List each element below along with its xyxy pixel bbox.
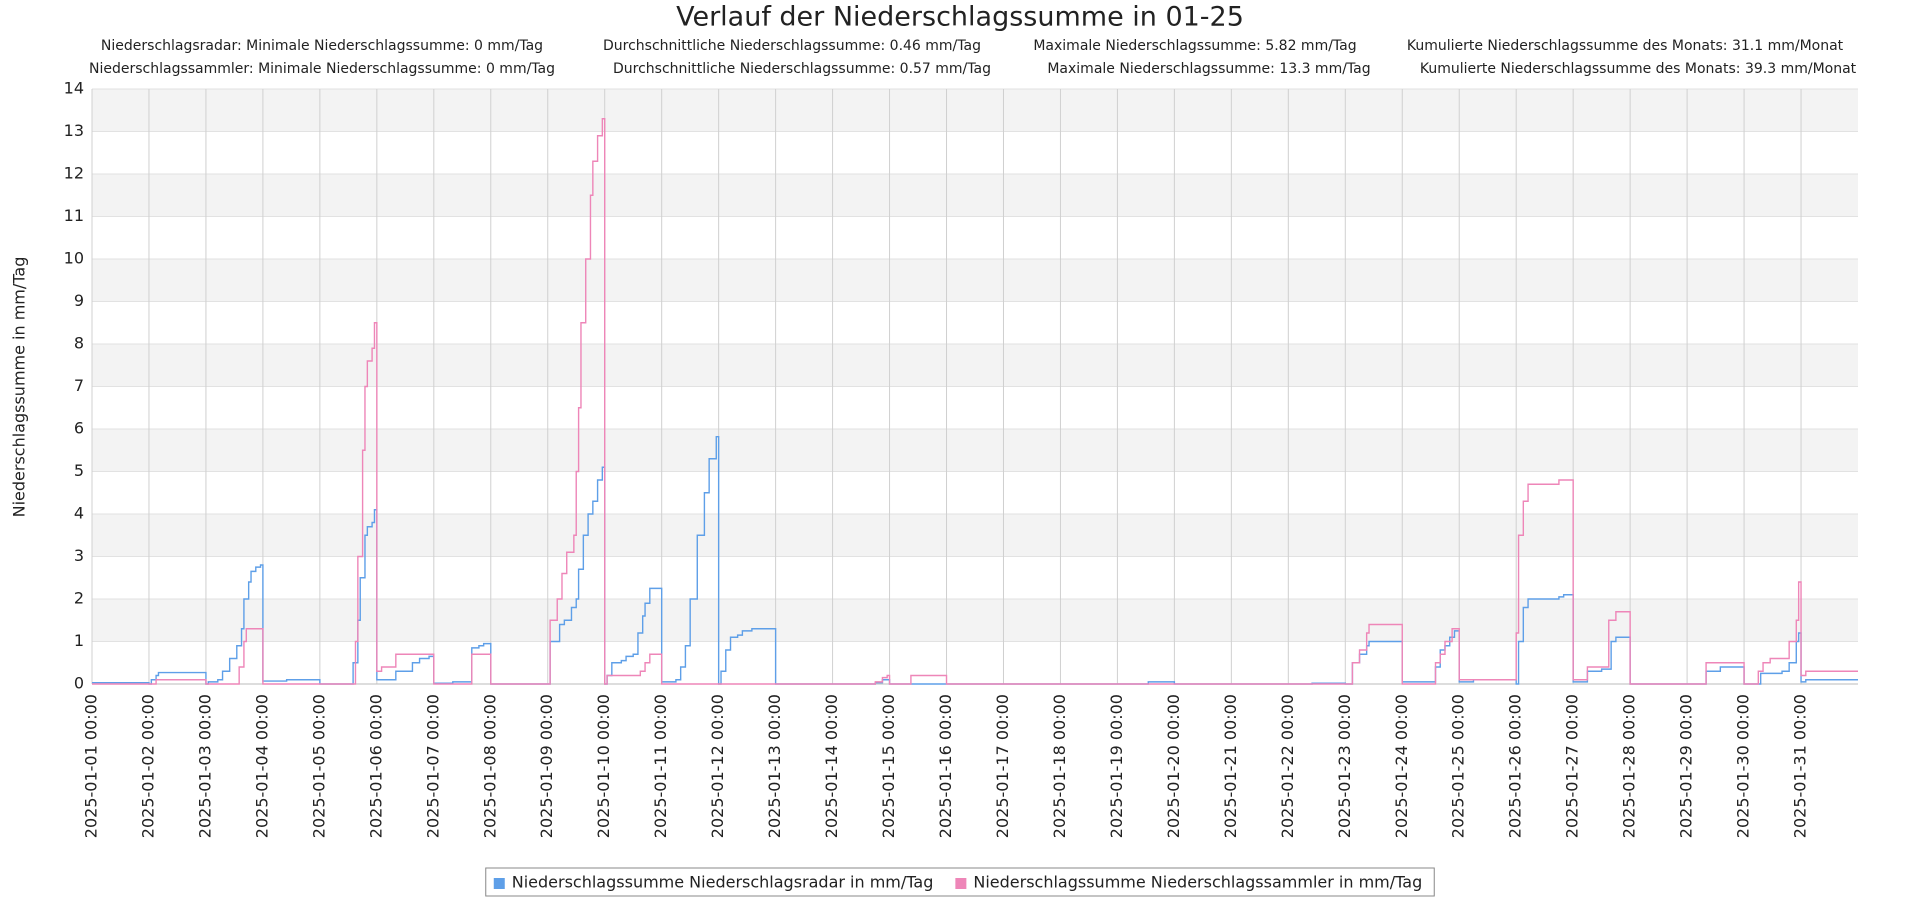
grid-band bbox=[92, 259, 1858, 302]
x-tick-label: 2025-01-04 00:00 bbox=[252, 694, 271, 838]
stat-annotation: Durchschnittliche Niederschlagssumme: 0.… bbox=[603, 38, 981, 54]
x-tick-label: 2025-01-25 00:00 bbox=[1449, 694, 1468, 838]
y-tick-label: 2 bbox=[74, 589, 84, 608]
x-tick-label: 2025-01-28 00:00 bbox=[1620, 694, 1639, 838]
y-tick-label: 6 bbox=[74, 419, 84, 438]
x-tick-label: 2025-01-21 00:00 bbox=[1221, 694, 1240, 838]
x-tick-label: 2025-01-13 00:00 bbox=[765, 694, 784, 838]
x-tick-label: 2025-01-03 00:00 bbox=[195, 694, 214, 838]
stat-annotation: Durchschnittliche Niederschlagssumme: 0.… bbox=[613, 61, 991, 77]
legend-label: Niederschlagssumme Niederschlagssammler … bbox=[973, 873, 1422, 892]
y-tick-label: 3 bbox=[74, 546, 84, 565]
x-tick-label: 2025-01-06 00:00 bbox=[366, 694, 385, 838]
y-tick-label: 7 bbox=[74, 376, 84, 395]
stat-annotation: Niederschlagssammler: Minimale Niedersch… bbox=[89, 61, 555, 77]
y-tick-label: 0 bbox=[74, 674, 84, 693]
y-axis-label: Niederschlagssumme in mm/Tag bbox=[10, 257, 29, 518]
y-tick-label: 9 bbox=[74, 291, 84, 310]
y-tick-label: 14 bbox=[64, 79, 84, 98]
x-tick-label: 2025-01-16 00:00 bbox=[936, 694, 955, 838]
legend: Niederschlagssumme Niederschlagsradar in… bbox=[485, 867, 1435, 897]
x-tick-label: 2025-01-09 00:00 bbox=[537, 694, 556, 838]
y-tick-label: 11 bbox=[64, 206, 84, 225]
legend-swatch bbox=[493, 878, 505, 889]
x-tick-label: 2025-01-08 00:00 bbox=[480, 694, 499, 838]
grid-band bbox=[92, 599, 1858, 642]
x-tick-label: 2025-01-14 00:00 bbox=[822, 694, 841, 838]
x-tick-label: 2025-01-22 00:00 bbox=[1278, 694, 1297, 838]
x-tick-label: 2025-01-26 00:00 bbox=[1506, 694, 1525, 838]
x-tick-label: 2025-01-02 00:00 bbox=[138, 694, 157, 838]
x-tick-label: 2025-01-24 00:00 bbox=[1392, 694, 1411, 838]
y-tick-label: 10 bbox=[64, 249, 84, 268]
grid-band bbox=[92, 344, 1858, 387]
y-tick-label: 1 bbox=[74, 631, 84, 650]
x-tick-label: 2025-01-05 00:00 bbox=[309, 694, 328, 838]
y-tick-label: 5 bbox=[74, 461, 84, 480]
grid-band bbox=[92, 174, 1858, 217]
x-tick-label: 2025-01-10 00:00 bbox=[594, 694, 613, 838]
stat-annotation: Kumulierte Niederschlagssumme des Monats… bbox=[1420, 61, 1857, 77]
stat-annotation: Kumulierte Niederschlagssumme des Monats… bbox=[1407, 38, 1844, 54]
x-tick-label: 2025-01-17 00:00 bbox=[993, 694, 1012, 838]
x-tick-label: 2025-01-29 00:00 bbox=[1677, 694, 1696, 838]
x-tick-label: 2025-01-15 00:00 bbox=[879, 694, 898, 838]
legend-swatch bbox=[955, 878, 967, 889]
x-tick-label: 2025-01-07 00:00 bbox=[423, 694, 442, 838]
legend-label: Niederschlagssumme Niederschlagsradar in… bbox=[512, 873, 934, 892]
chart-title: Verlauf der Niederschlagssumme in 01-25 bbox=[676, 2, 1244, 33]
x-tick-label: 2025-01-18 00:00 bbox=[1050, 694, 1069, 838]
x-tick-label: 2025-01-27 00:00 bbox=[1563, 694, 1582, 838]
x-tick-label: 2025-01-23 00:00 bbox=[1335, 694, 1354, 838]
stat-annotation: Maximale Niederschlagssumme: 13.3 mm/Tag bbox=[1047, 61, 1370, 77]
x-tick-label: 2025-01-11 00:00 bbox=[651, 694, 670, 838]
stat-annotation: Niederschlagsradar: Minimale Niederschla… bbox=[101, 38, 543, 54]
y-tick-label: 13 bbox=[64, 121, 84, 140]
grid-band bbox=[92, 89, 1858, 132]
stat-annotation: Maximale Niederschlagssumme: 5.82 mm/Tag bbox=[1033, 38, 1356, 54]
grid-band bbox=[92, 429, 1858, 472]
x-tick-label: 2025-01-30 00:00 bbox=[1734, 694, 1753, 838]
x-tick-label: 2025-01-31 00:00 bbox=[1791, 694, 1810, 838]
series-line bbox=[92, 435, 1858, 685]
x-tick-label: 2025-01-01 00:00 bbox=[82, 694, 101, 838]
grid-band bbox=[92, 514, 1858, 557]
x-tick-label: 2025-01-19 00:00 bbox=[1107, 694, 1126, 838]
series-line bbox=[92, 118, 1858, 685]
y-tick-label: 4 bbox=[74, 504, 84, 523]
y-tick-label: 12 bbox=[64, 164, 84, 183]
x-tick-label: 2025-01-12 00:00 bbox=[708, 694, 727, 838]
x-tick-label: 2025-01-20 00:00 bbox=[1164, 694, 1183, 838]
grid bbox=[91, 88, 1858, 685]
y-tick-label: 8 bbox=[74, 334, 84, 353]
